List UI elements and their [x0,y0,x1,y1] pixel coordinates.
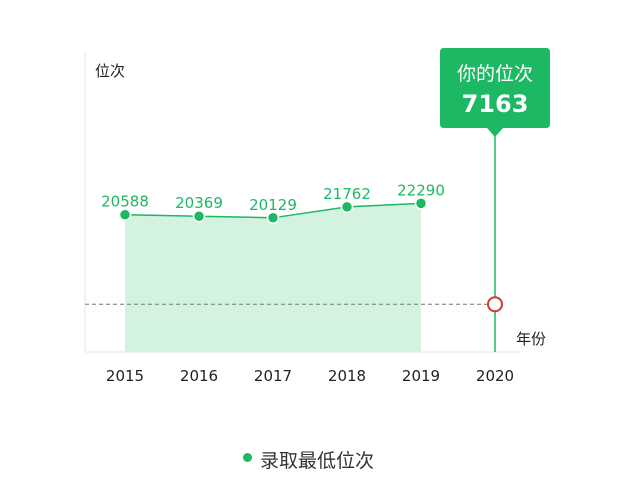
data-point [414,197,428,210]
legend[interactable]: 录取最低位次 [0,446,617,473]
data-point [192,209,206,223]
data-label: 20369 [175,194,223,212]
x-tick-label: 2019 [402,367,440,385]
x-tick-label: 2015 [106,367,144,385]
x-tick-label: 2020 [476,367,514,385]
data-point [118,208,132,221]
series-area [125,203,421,352]
y-axis-title: 位次 [95,62,125,80]
data-label: 20588 [101,193,149,211]
your-rank-label: 你的位次 [457,63,533,85]
data-label: 20129 [249,196,297,214]
data-point [266,211,280,225]
data-label: 22290 [397,181,445,199]
legend-marker [242,453,252,462]
x-tick-label: 2017 [254,367,292,385]
legend-label: 录取最低位次 [259,450,374,472]
x-axis-title: 年份 [516,330,546,348]
data-label: 21762 [323,185,371,203]
your-rank-value: 7163 [462,90,529,118]
your-rank-marker [487,296,503,313]
x-tick-label: 2016 [180,367,218,385]
your-rank-callout [440,48,550,137]
data-point [340,200,354,214]
x-tick-label: 2018 [328,367,366,385]
